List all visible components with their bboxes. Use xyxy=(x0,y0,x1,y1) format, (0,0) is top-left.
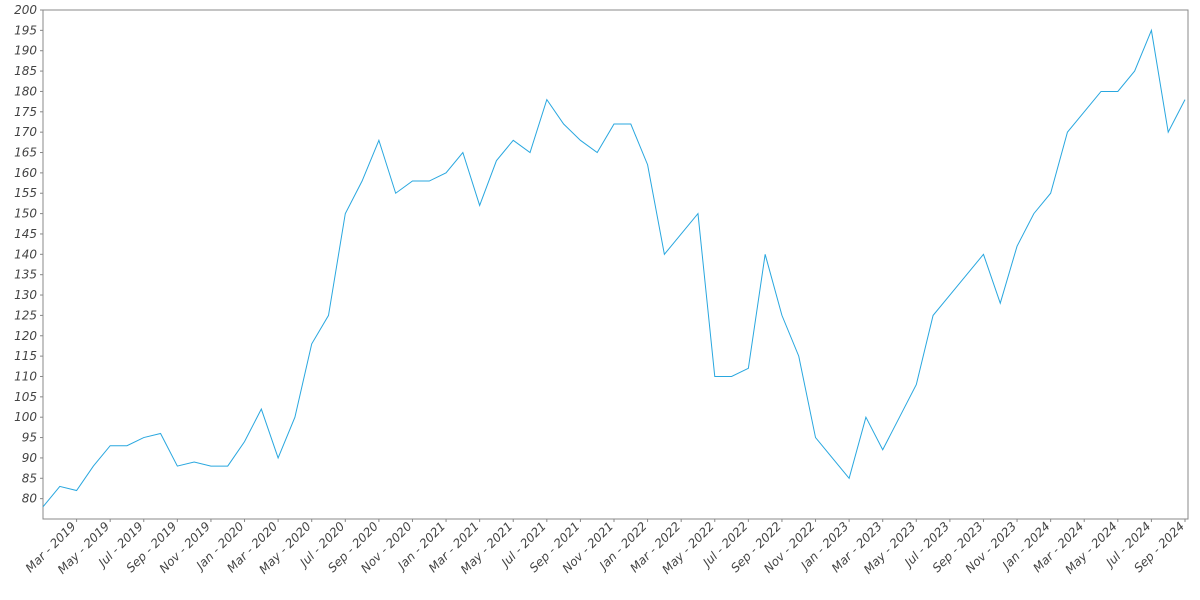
y-tick-label: 85 xyxy=(22,471,37,485)
y-tick-label: 190 xyxy=(14,44,37,58)
y-tick-label: 150 xyxy=(14,207,37,221)
y-tick-label: 165 xyxy=(14,146,37,160)
y-tick-label: 135 xyxy=(14,268,37,282)
line-series xyxy=(42,28,1186,508)
y-tick-label: 185 xyxy=(14,64,37,78)
y-tick-label: 200 xyxy=(14,3,37,17)
plot-frame xyxy=(42,9,1189,520)
y-tick-label: 160 xyxy=(14,166,37,180)
y-tick-label: 100 xyxy=(14,410,37,424)
y-tick-label: 90 xyxy=(22,451,38,465)
y-tick-label: 110 xyxy=(14,369,37,383)
y-tick-label: 155 xyxy=(14,186,37,200)
y-tick-label: 125 xyxy=(14,308,37,322)
y-tick-label: 140 xyxy=(14,247,37,261)
y-tick-label: 120 xyxy=(14,329,37,343)
y-tick-label: 105 xyxy=(14,390,37,404)
y-tick-label: 180 xyxy=(14,84,37,98)
y-tick-label: 195 xyxy=(14,23,37,37)
y-tick-label: 130 xyxy=(14,288,37,302)
y-tick-label: 175 xyxy=(14,105,37,119)
y-tick-label: 170 xyxy=(14,125,37,139)
y-tick-label: 145 xyxy=(14,227,37,241)
y-tick-label: 115 xyxy=(14,349,37,363)
y-tick-label: 95 xyxy=(22,431,37,445)
y-tick-label: 80 xyxy=(22,492,38,506)
